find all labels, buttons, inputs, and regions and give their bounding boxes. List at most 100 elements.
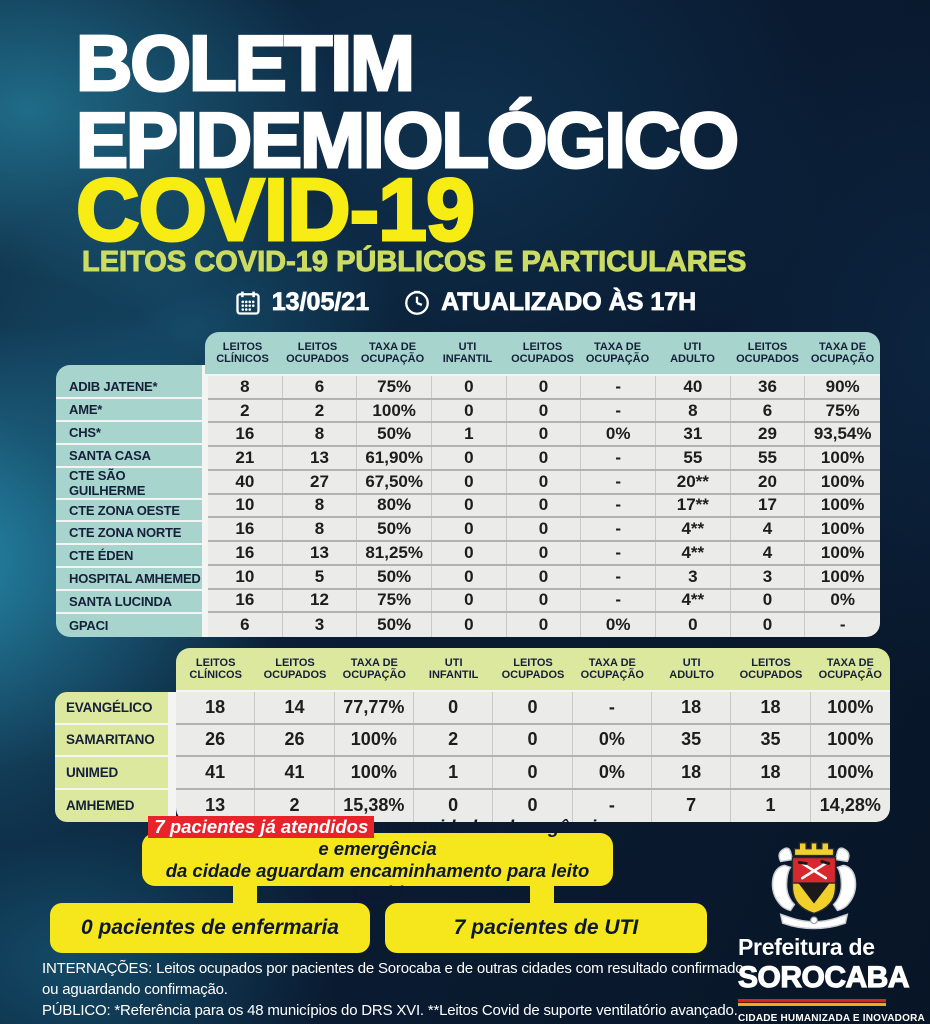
column-header-line1: LEITOS (195, 656, 236, 669)
column-header: LEITOS OCUPADOS (731, 648, 810, 690)
table-row: 8 6 75% 0 0 - 40 36 90% (208, 376, 880, 400)
table-cell: 41 (176, 757, 256, 788)
table-cell: 3 (656, 565, 731, 588)
table-cell: 0 (493, 724, 573, 755)
table-cell: 0 (432, 542, 507, 564)
title-epidemiologico: EPIDEMIOLÓGICO (74, 96, 740, 184)
hospital-name: SAMARITANO (55, 725, 168, 757)
table-cell: - (581, 518, 656, 541)
table-cell: 6 (283, 376, 358, 398)
public-table-header: LEITOS CLÍNICOS LEITOS OCUPADOS TAXA DE … (205, 332, 880, 376)
hospital-name: CTE ZONA OESTE (56, 500, 202, 523)
table-cell: 0% (830, 590, 855, 610)
table-cell: 50% (357, 518, 432, 541)
column-header: LEITOS OCUPADOS (255, 648, 334, 690)
table-cell: 13 (176, 789, 256, 822)
table-cell: 80% (357, 494, 432, 517)
column-header-line1: UTI (458, 340, 477, 353)
table-cell: 40 (656, 376, 731, 398)
table-cell: 18 (652, 757, 732, 788)
column-header-line2: OCUPAÇÃO (585, 353, 650, 365)
table-cell: 0 (432, 470, 507, 493)
table-cell: - (581, 376, 656, 398)
column-header-line1: TAXA DE (593, 340, 642, 353)
table-cell: 55 (731, 447, 806, 469)
column-header-line1: LEITOS (513, 656, 553, 669)
column-header: LEITOS OCUPADOS (280, 332, 355, 374)
column-header-line2: OCUPADOS (286, 353, 349, 365)
table-cell: 100% (820, 519, 865, 539)
table-cell: 0 (731, 589, 806, 612)
date-text: 13/05/21 (271, 288, 370, 317)
table-cell: 13 (283, 542, 358, 564)
column-header: UTI INFANTIL (430, 332, 505, 374)
column-header-line2: OCUPADOS (263, 669, 327, 681)
column-header: TAXA DE OCUPAÇÃO (811, 648, 890, 690)
table-cell: 0 (432, 589, 507, 612)
table-cell: 75% (357, 376, 432, 398)
column-header-line1: TAXA DE (368, 340, 417, 353)
table-cell: 55 (656, 447, 731, 469)
table-cell: 100% (820, 542, 865, 562)
alert-line1-rest: nas unidades de urgência e emergência (318, 815, 607, 859)
table-cell: 0 (507, 470, 582, 493)
table-cell: 0 (656, 613, 731, 637)
table-row: 41 41 100% 1 0 0% 18 18 100% (176, 757, 890, 790)
column-header-line2: OCUPADOS (739, 669, 803, 681)
logo-sorocaba-text: SOROCABA (737, 960, 910, 994)
table-cell: 4** (656, 589, 731, 612)
hospital-name: AME* (56, 399, 202, 422)
table-cell: 67,50% (357, 470, 432, 493)
table-row: 10 5 50% 0 0 - 3 3 100% (208, 565, 880, 590)
alert-line2: da cidade aguardam encaminhamento para l… (165, 859, 590, 903)
table-cell: 0 (507, 613, 582, 637)
column-header-line1: TAXA DE (818, 340, 867, 353)
table-row: 18 14 77,77% 0 0 - 18 18 100% (176, 692, 890, 725)
table-row: 16 8 50% 0 0 - 4** 4 100% (208, 518, 880, 543)
table-cell: 100% (335, 757, 414, 788)
column-header: LEITOS OCUPADOS (505, 332, 580, 374)
table-cell: - (581, 494, 656, 517)
table-cell: 93,54% (813, 424, 872, 444)
table-cell: 0 (731, 613, 806, 637)
hospital-name: CTE SÃO GUILHERME (56, 468, 202, 500)
column-header-line2: OCUPAÇÃO (342, 669, 406, 681)
column-header: TAXA DE OCUPAÇÃO (580, 332, 655, 374)
table-cell: 17** (656, 494, 731, 517)
table-cell: 31 (656, 423, 731, 446)
table-cell: 0% (581, 613, 656, 637)
table-cell: 29 (731, 423, 806, 446)
column-header-line2: CLÍNICOS (189, 669, 242, 681)
table-cell: 0 (507, 447, 582, 469)
column-header-line2: INFANTIL (428, 669, 479, 681)
table-cell: 0 (432, 447, 507, 469)
table-cell: 21 (208, 447, 283, 469)
connector-left (233, 882, 257, 904)
column-header-line2: OCUPAÇÃO (818, 669, 882, 681)
column-header-line1: TAXA DE (826, 656, 874, 669)
table-cell: 35 (731, 724, 811, 755)
column-header-line2: CLÍNICOS (216, 353, 269, 365)
table-cell: 2 (283, 399, 358, 422)
table-cell: 8 (656, 399, 731, 422)
table-cell: 0 (507, 376, 582, 398)
column-header: LEITOS CLÍNICOS (205, 332, 280, 374)
private-table-labels: EVANGÉLICO SAMARITANO UNIMED AMHEMED (55, 692, 176, 822)
note-uti: 7 pacientes de UTI (385, 903, 707, 953)
table-cell: 16 (208, 423, 283, 446)
table-cell: - (573, 789, 652, 822)
table-cell: 0 (493, 692, 573, 723)
table-cell: 100% (820, 448, 865, 468)
column-header-line1: LEITOS (522, 340, 563, 353)
column-header-line2: INFANTIL (442, 353, 493, 365)
table-cell: 15,38% (335, 789, 414, 822)
date-update-row: 13/05/21 ATUALIZADO ÀS 17H (0, 288, 930, 317)
table-cell: 4** (656, 518, 731, 541)
public-table-grid: 8 6 75% 0 0 - 40 36 90% 2 2 100% 0 0 - 8… (205, 376, 880, 637)
calendar-icon (234, 289, 262, 317)
table-cell: 0 (432, 494, 507, 517)
table-cell: 1 (414, 757, 494, 788)
table-row: 16 12 75% 0 0 - 4** 0 0% (208, 589, 880, 614)
table-cell: - (581, 447, 656, 469)
